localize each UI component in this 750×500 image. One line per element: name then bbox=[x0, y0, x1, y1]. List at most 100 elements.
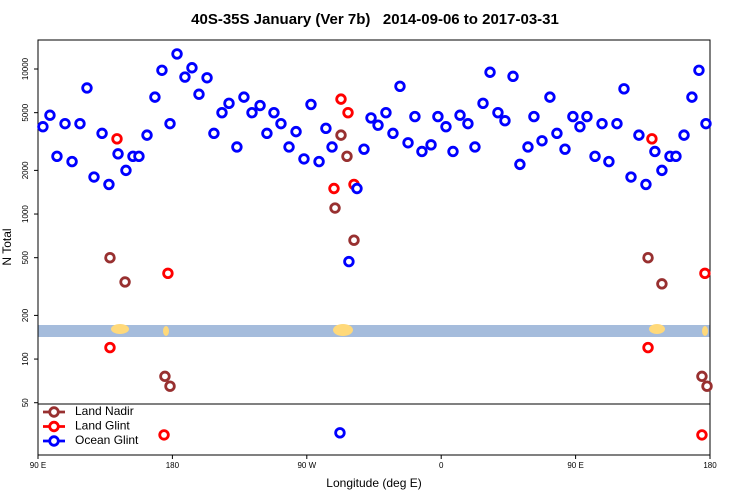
point bbox=[158, 429, 170, 441]
y-tick-label: 1000 bbox=[21, 205, 30, 223]
point bbox=[88, 171, 100, 183]
x-tick-label: 0 bbox=[439, 461, 444, 470]
point bbox=[696, 429, 708, 441]
land bbox=[649, 324, 665, 334]
point bbox=[208, 127, 220, 140]
point bbox=[164, 380, 176, 392]
point bbox=[119, 276, 131, 288]
point bbox=[528, 110, 540, 123]
legend-marker bbox=[48, 420, 60, 433]
legend-marker bbox=[48, 406, 60, 418]
point bbox=[81, 82, 93, 94]
point bbox=[670, 150, 682, 163]
point bbox=[96, 127, 108, 140]
point bbox=[74, 117, 86, 130]
chart-title: 40S-35S January (Ver 7b) 2014-09-06 to 2… bbox=[191, 11, 559, 28]
point bbox=[477, 97, 489, 110]
legend-label: Land Nadir bbox=[75, 404, 134, 418]
point bbox=[640, 178, 652, 191]
point bbox=[454, 109, 466, 121]
legend-marker bbox=[48, 435, 60, 447]
point bbox=[268, 106, 280, 119]
x-tick-label: 90 E bbox=[567, 461, 583, 470]
point bbox=[686, 91, 698, 103]
point bbox=[633, 129, 645, 141]
point bbox=[343, 255, 355, 268]
point bbox=[678, 129, 690, 141]
point bbox=[544, 91, 556, 103]
point bbox=[646, 133, 658, 145]
point bbox=[334, 427, 346, 439]
point bbox=[254, 99, 266, 112]
point bbox=[574, 121, 586, 133]
legend-label: Land Glint bbox=[75, 419, 130, 433]
point bbox=[348, 234, 360, 246]
y-axis-label: N Total bbox=[0, 228, 14, 265]
x-tick-label: 180 bbox=[703, 461, 717, 470]
point bbox=[699, 267, 711, 280]
point bbox=[342, 106, 354, 119]
point bbox=[159, 370, 171, 383]
point bbox=[335, 93, 347, 105]
point bbox=[372, 119, 384, 131]
land bbox=[333, 324, 353, 336]
y-tick-label: 10000 bbox=[21, 57, 30, 80]
y-tick-label: 2000 bbox=[21, 161, 30, 179]
point bbox=[462, 117, 474, 130]
point bbox=[618, 83, 630, 95]
point bbox=[104, 341, 116, 354]
x-tick-label: 90 E bbox=[30, 461, 46, 470]
y-tick-label: 500 bbox=[21, 250, 30, 264]
point bbox=[246, 106, 258, 119]
point bbox=[335, 129, 347, 141]
point bbox=[358, 143, 370, 155]
point bbox=[581, 110, 593, 123]
point bbox=[551, 127, 563, 140]
point bbox=[365, 112, 377, 124]
point bbox=[341, 150, 353, 163]
y-tick-label: 200 bbox=[21, 308, 30, 322]
point bbox=[112, 148, 124, 160]
point bbox=[642, 341, 654, 354]
legend-label: Ocean Glint bbox=[75, 433, 139, 447]
point bbox=[37, 121, 49, 133]
y-tick-label: 5000 bbox=[21, 103, 30, 121]
point bbox=[44, 109, 56, 121]
point bbox=[156, 64, 168, 76]
point bbox=[59, 117, 71, 130]
point bbox=[329, 202, 341, 214]
point bbox=[313, 155, 325, 168]
point bbox=[402, 137, 414, 149]
point bbox=[351, 182, 363, 195]
point bbox=[164, 117, 176, 130]
point bbox=[693, 64, 705, 76]
point bbox=[611, 117, 623, 130]
map-strip bbox=[38, 324, 710, 337]
point bbox=[186, 62, 198, 74]
point bbox=[596, 117, 608, 130]
point bbox=[409, 110, 421, 123]
point bbox=[120, 164, 132, 177]
land bbox=[163, 326, 169, 336]
x-tick-label: 90 W bbox=[297, 461, 316, 470]
point bbox=[133, 150, 145, 163]
point bbox=[642, 251, 654, 264]
point bbox=[179, 71, 191, 83]
point bbox=[567, 110, 579, 123]
point bbox=[507, 70, 519, 83]
ocean-strip bbox=[38, 325, 710, 337]
point bbox=[380, 106, 392, 119]
point bbox=[416, 145, 428, 158]
point bbox=[326, 141, 338, 153]
x-axis-label: Longitude (deg E) bbox=[326, 476, 421, 490]
point bbox=[484, 66, 496, 78]
point bbox=[656, 278, 668, 290]
point bbox=[238, 91, 250, 103]
y-tick-label: 100 bbox=[21, 352, 30, 366]
point bbox=[261, 127, 273, 140]
land bbox=[111, 324, 129, 334]
land bbox=[702, 326, 708, 336]
point bbox=[111, 133, 123, 145]
point bbox=[440, 121, 452, 133]
